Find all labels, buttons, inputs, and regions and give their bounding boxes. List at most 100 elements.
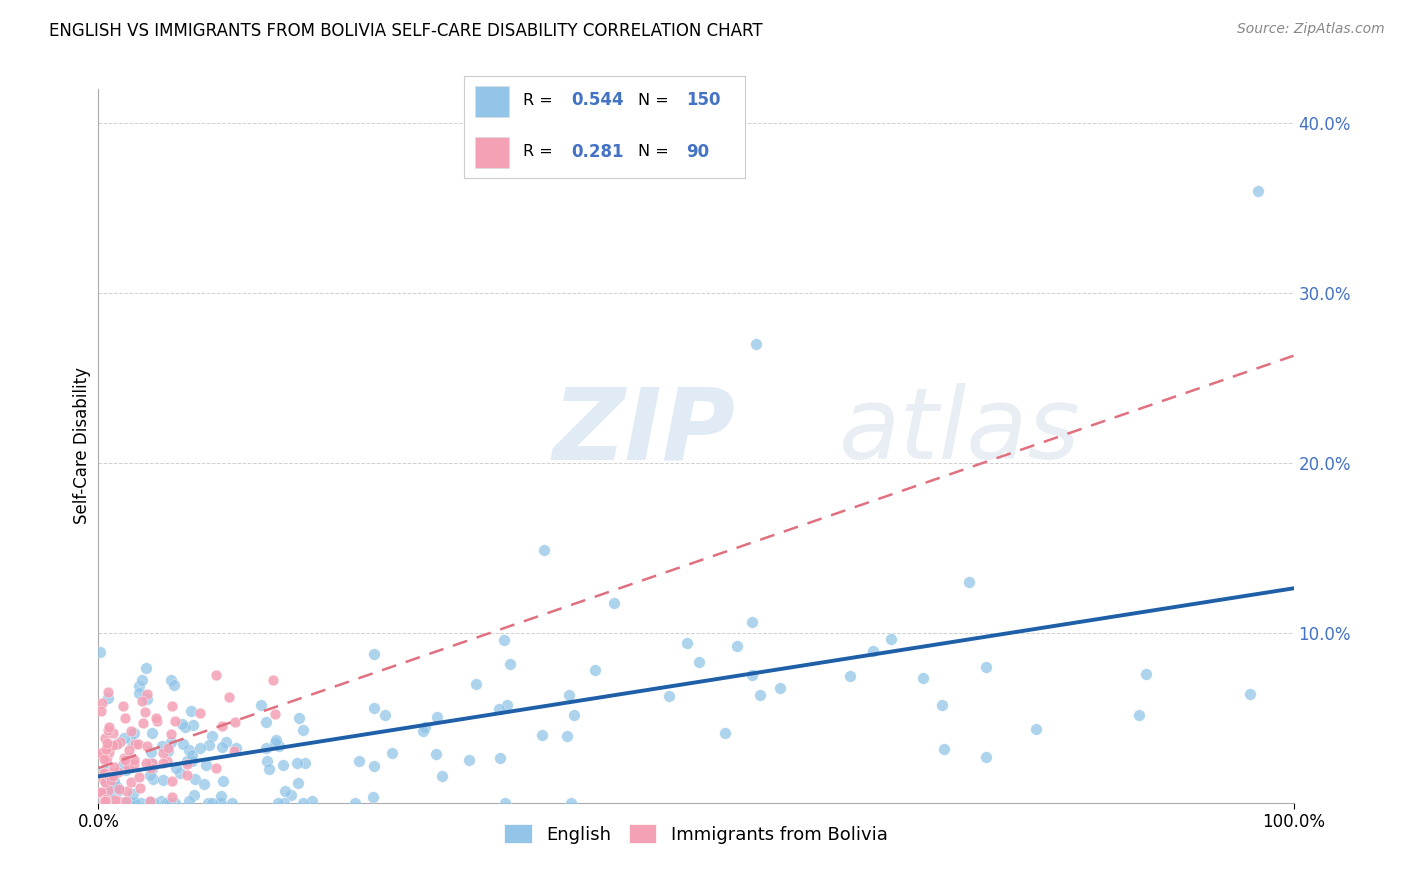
Point — [100, 772, 122, 787]
Point — [121, 735, 143, 749]
Text: 0.544: 0.544 — [571, 92, 623, 110]
Point — [104, 780, 127, 795]
Point — [103, 726, 125, 740]
Point — [257, 762, 280, 776]
Point — [103, 773, 125, 788]
Point — [224, 744, 246, 758]
Point — [194, 758, 217, 772]
Point — [108, 783, 131, 797]
Point — [957, 575, 980, 590]
Point — [363, 701, 385, 715]
Point — [1025, 722, 1047, 736]
Point — [160, 726, 183, 740]
Point — [96, 736, 118, 750]
Point — [344, 796, 367, 810]
Point — [932, 742, 955, 756]
Point — [221, 796, 243, 810]
Point — [111, 796, 134, 810]
Point — [254, 714, 277, 729]
Point — [96, 792, 118, 806]
Point — [209, 789, 232, 803]
Point — [156, 754, 179, 768]
Point — [94, 775, 117, 789]
Point — [94, 794, 117, 808]
Point — [142, 796, 165, 810]
Point — [122, 726, 145, 740]
Point — [101, 738, 124, 752]
Point — [89, 645, 111, 659]
Point — [363, 759, 385, 773]
Point — [413, 720, 436, 734]
Text: R =: R = — [523, 145, 558, 160]
Point — [97, 789, 120, 803]
Point — [94, 731, 117, 745]
Point — [160, 774, 183, 789]
Point — [141, 763, 163, 777]
Point — [160, 698, 183, 713]
Point — [125, 796, 148, 810]
Point — [93, 765, 115, 780]
Point — [131, 796, 153, 810]
Point — [931, 698, 953, 712]
Point — [91, 697, 114, 711]
Point — [564, 707, 586, 722]
Point — [152, 746, 174, 760]
Point — [170, 716, 193, 731]
Point — [96, 777, 118, 791]
Point — [160, 735, 183, 749]
Point — [256, 754, 278, 768]
Point — [157, 744, 180, 758]
Point — [98, 720, 121, 734]
Point — [769, 681, 792, 695]
Point — [492, 633, 515, 648]
Point — [100, 764, 122, 779]
Point — [264, 733, 287, 747]
Point — [160, 790, 183, 805]
Point — [122, 753, 145, 767]
Point — [347, 755, 370, 769]
Point — [122, 787, 145, 801]
Point — [741, 668, 763, 682]
Point — [124, 737, 146, 751]
Point — [152, 756, 174, 770]
Point — [127, 737, 149, 751]
Point — [163, 714, 186, 728]
Point — [381, 746, 404, 760]
Point — [264, 706, 287, 721]
Point — [153, 796, 176, 810]
Point — [494, 796, 516, 810]
Point — [89, 746, 111, 760]
Point — [426, 710, 449, 724]
Text: ENGLISH VS IMMIGRANTS FROM BOLIVIA SELF-CARE DISABILITY CORRELATION CHART: ENGLISH VS IMMIGRANTS FROM BOLIVIA SELF-… — [49, 22, 763, 40]
Point — [204, 761, 226, 775]
Point — [862, 644, 884, 658]
Point — [1247, 184, 1270, 198]
Point — [93, 751, 115, 765]
Point — [269, 739, 291, 753]
Point — [112, 758, 135, 772]
Point — [1128, 708, 1150, 723]
Point — [741, 615, 763, 629]
Point — [465, 677, 488, 691]
Text: ZIP: ZIP — [553, 384, 735, 480]
Point — [176, 754, 198, 768]
Point — [201, 796, 224, 810]
Point — [557, 688, 579, 702]
Point — [165, 761, 187, 775]
Point — [115, 794, 138, 808]
Point — [142, 772, 165, 786]
Point — [112, 731, 135, 746]
Point — [198, 738, 221, 752]
Point — [141, 756, 163, 770]
Point — [103, 768, 125, 782]
FancyBboxPatch shape — [475, 137, 509, 168]
Point — [115, 763, 138, 777]
Point — [603, 596, 626, 610]
Point — [1239, 687, 1261, 701]
Point — [172, 737, 194, 751]
Point — [138, 768, 160, 782]
Point — [135, 661, 157, 675]
Point — [128, 770, 150, 784]
Point — [179, 794, 201, 808]
Point — [292, 723, 315, 737]
